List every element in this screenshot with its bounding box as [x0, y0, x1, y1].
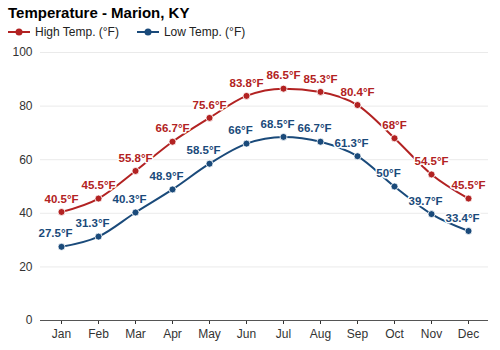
svg-text:55.8°F: 55.8°F [118, 152, 152, 164]
svg-text:61.3°F: 61.3°F [334, 137, 368, 149]
svg-text:45.5°F: 45.5°F [81, 179, 115, 191]
svg-text:Oct: Oct [385, 327, 404, 341]
svg-text:60: 60 [19, 153, 33, 167]
svg-text:Nov: Nov [421, 327, 442, 341]
svg-text:75.6°F: 75.6°F [192, 99, 226, 111]
svg-text:20: 20 [19, 260, 33, 274]
svg-text:Jan: Jan [52, 327, 71, 341]
svg-text:58.5°F: 58.5°F [186, 144, 220, 156]
svg-text:40.3°F: 40.3°F [112, 193, 146, 205]
svg-text:May: May [198, 327, 221, 341]
svg-text:31.3°F: 31.3°F [75, 217, 109, 229]
svg-text:66°F: 66°F [228, 124, 252, 136]
svg-text:66.7°F: 66.7°F [155, 122, 189, 134]
html-text:High Temp. (°F): High Temp. (°F) [35, 25, 119, 39]
svg-text:Aug: Aug [310, 327, 331, 341]
html-text:Temperature - Marion, KY: Temperature - Marion, KY [8, 4, 190, 21]
svg-text:Feb: Feb [88, 327, 109, 341]
svg-text:54.5°F: 54.5°F [414, 155, 448, 167]
svg-text:Mar: Mar [125, 327, 146, 341]
svg-text:45.5°F: 45.5°F [451, 179, 485, 191]
svg-text:33.4°F: 33.4°F [445, 212, 479, 224]
svg-text:0: 0 [26, 313, 33, 327]
svg-text:85.3°F: 85.3°F [303, 73, 337, 85]
svg-text:50°F: 50°F [376, 167, 400, 179]
svg-text:40.5°F: 40.5°F [44, 193, 78, 205]
svg-text:68°F: 68°F [382, 119, 406, 131]
svg-text:Dec: Dec [458, 327, 479, 341]
svg-text:66.7°F: 66.7°F [297, 122, 331, 134]
svg-text:39.7°F: 39.7°F [408, 195, 442, 207]
svg-text:80.4°F: 80.4°F [340, 86, 374, 98]
svg-text:100: 100 [12, 45, 32, 59]
svg-text:83.8°F: 83.8°F [229, 77, 263, 89]
svg-text:40: 40 [19, 206, 33, 220]
svg-text:68.5°F: 68.5°F [260, 118, 294, 130]
svg-text:86.5°F: 86.5°F [266, 69, 300, 81]
svg-text:Sep: Sep [347, 327, 369, 341]
svg-text:80: 80 [19, 99, 33, 113]
svg-text:27.5°F: 27.5°F [38, 227, 72, 239]
svg-text:Jun: Jun [237, 327, 256, 341]
svg-text:48.9°F: 48.9°F [149, 170, 183, 182]
svg-text:Jul: Jul [276, 327, 291, 341]
html-text:Low Temp. (°F): Low Temp. (°F) [163, 25, 246, 39]
svg-text:Apr: Apr [163, 327, 182, 341]
